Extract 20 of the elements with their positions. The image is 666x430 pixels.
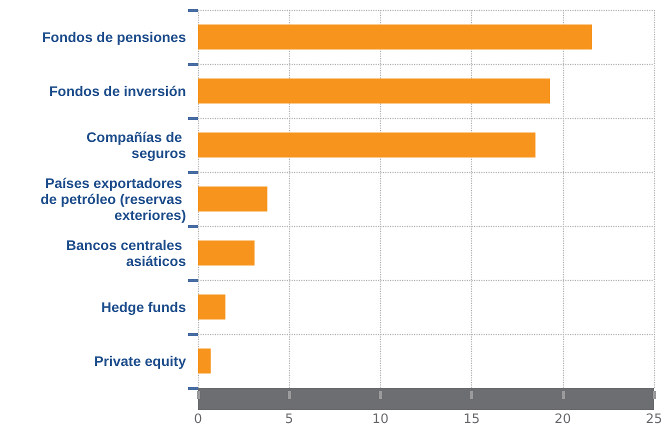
bar [198,240,255,266]
bar [198,186,268,212]
x-tick-label: 25 [646,412,662,427]
bar [198,348,211,374]
bar [198,294,226,320]
x-tick-label: 15 [463,412,480,427]
x-tick-label: 10 [372,412,389,427]
y-tick-label: Países exportadores de petróleo (reservas exteriores) [40,175,186,223]
y-tick-label: Fondos de pensiones [42,29,186,45]
y-tick-label: Hedge funds [101,299,186,315]
x-tick-label: 20 [554,412,572,427]
y-tick-label: Compañías de seguros [86,129,186,161]
x-tick-label: 5 [285,412,294,427]
y-tick-label: Private equity [94,353,186,369]
bar [198,78,550,104]
y-tick-label: Fondos de inversión [49,83,186,99]
bar [198,132,536,158]
x-tick-label: 0 [194,412,202,427]
bar [198,24,592,50]
y-tick-label: Bancos centrales asiáticos [66,237,186,269]
